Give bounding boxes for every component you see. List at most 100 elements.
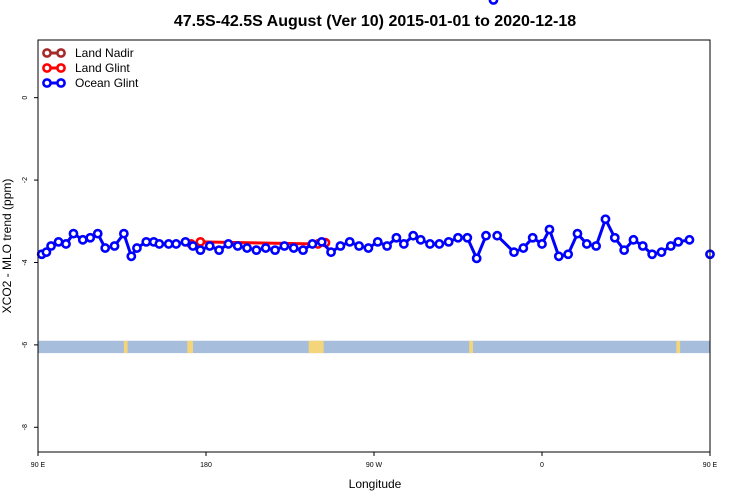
y-tick-label: -8 [22,424,29,430]
data-point-ocean-glint [537,239,547,249]
data-point-ocean-glint [492,230,503,241]
data-point-ocean-glint [132,243,142,253]
data-point-ocean-glint [251,245,262,256]
legend-marker-land-glint [56,63,66,73]
data-point-ocean-glint [41,247,52,258]
data-point-ocean-glint [391,232,402,243]
data-point-ocean-glint [270,245,280,256]
x-tick-label: 90 E [31,462,46,469]
x-tick-label: 0 [540,462,544,469]
data-point-ocean-glint [288,243,299,253]
y-axis-label: XCO2 - MLO trend (ppm) [0,179,14,314]
data-point-ocean-glint [163,239,174,249]
data-point-ocean-glint [154,239,165,249]
data-point-ocean-glint [354,241,364,251]
data-point-ocean-glint [684,234,695,245]
data-point-ocean-glint [572,228,583,239]
data-point-ocean-glint [647,249,658,260]
map-strip-land-4 [676,340,681,354]
data-point-ocean-glint [279,241,290,251]
data-point-ocean-glint [591,241,602,251]
data-point-ocean-glint [92,228,103,239]
data-point-ocean-glint [344,236,355,247]
data-point-ocean-glint [232,241,243,251]
legend-label-ocean-glint: Ocean Glint [75,76,139,90]
data-point-ocean-glint [581,239,592,249]
data-point-ocean-glint [126,251,137,262]
y-tick-label: -2 [22,177,29,183]
data-point-ocean-glint [53,236,64,247]
data-point-ocean-glint [453,232,463,243]
y-tick-label: -6 [22,342,29,348]
data-point-ocean-glint [471,253,482,264]
data-point-ocean-glint [85,232,96,243]
x-tick-label: 90 W [366,462,383,469]
legend-marker-land-glint [42,63,52,73]
data-point-ocean-glint [316,236,327,247]
data-point-ocean-glint [488,0,499,5]
data-point-ocean-glint [398,239,409,249]
legend-marker-land-nadir [56,48,66,58]
data-point-ocean-glint [171,239,182,249]
data-point-ocean-glint [481,230,491,241]
chart-title: 47.5S-42.5S August (Ver 10) 2015-01-01 t… [174,13,576,30]
map-strip-land-0 [123,340,128,354]
data-point-ocean-glint [553,251,564,262]
data-point-ocean-glint [61,239,71,249]
data-point-ocean-glint [118,228,129,239]
data-point-ocean-glint [518,243,529,253]
y-axis: 0 -2 -4 -6 -8 [22,96,38,430]
data-point-ocean-glint [544,224,555,235]
data-point-ocean-glint [656,247,667,258]
legend-marker-ocean-glint [42,78,52,88]
data-point-ocean-glint [509,247,519,258]
data-point-ocean-glint [415,234,426,245]
data-point-ocean-glint [141,236,152,247]
x-tick-label: 90 E [703,462,718,469]
data-point-ocean-glint [628,234,639,245]
data-point-ocean-glint [109,241,120,251]
data-point-ocean-glint [665,241,676,251]
map-strip [38,340,710,354]
y-tick-label: 0 [22,96,29,100]
data-point-ocean-glint [462,232,473,243]
data-point-ocean-glint [372,236,383,247]
series-layer [36,0,715,264]
map-strip-ocean [38,340,710,354]
data-point-ocean-glint [188,241,198,251]
data-point-ocean-glint [563,249,574,260]
map-strip-land-2 [308,340,324,354]
data-point-ocean-glint [242,243,252,253]
legend-item-land-nadir: Land Nadir [42,46,134,60]
legend-item-ocean-glint: Ocean Glint [42,76,139,90]
data-point-ocean-glint [260,243,271,253]
legend-label-land-glint: Land Glint [75,61,130,75]
y-tick-label: -4 [22,259,29,265]
data-point-ocean-glint [619,245,630,256]
data-point-ocean-glint [195,245,206,256]
data-point-ocean-glint [335,241,346,251]
data-point-ocean-glint [609,232,620,243]
data-point-ocean-glint [77,234,88,245]
data-point-ocean-glint [180,236,191,247]
data-point-ocean-glint [298,245,308,256]
data-point-ocean-glint [408,230,419,241]
data-point-ocean-glint [326,247,336,258]
data-point-ocean-glint [214,245,224,256]
x-axis: 90 E 180 90 W 0 90 E [31,452,718,469]
data-point-ocean-glint [382,241,392,251]
legend-marker-ocean-glint [56,78,66,88]
data-point-ocean-glint [425,239,435,249]
data-point-ocean-glint [68,228,79,239]
x-axis-label: Longitude [349,477,402,491]
data-point-ocean-glint [223,239,234,249]
map-strip-land-3 [469,340,473,354]
legend-marker-land-nadir [42,48,52,58]
data-point-ocean-glint [204,241,215,251]
data-point-ocean-glint [434,239,445,249]
x-tick-label: 180 [200,462,212,469]
data-point-ocean-glint [443,236,454,247]
data-point-ocean-glint [46,241,56,251]
data-point-ocean-glint [307,239,318,249]
